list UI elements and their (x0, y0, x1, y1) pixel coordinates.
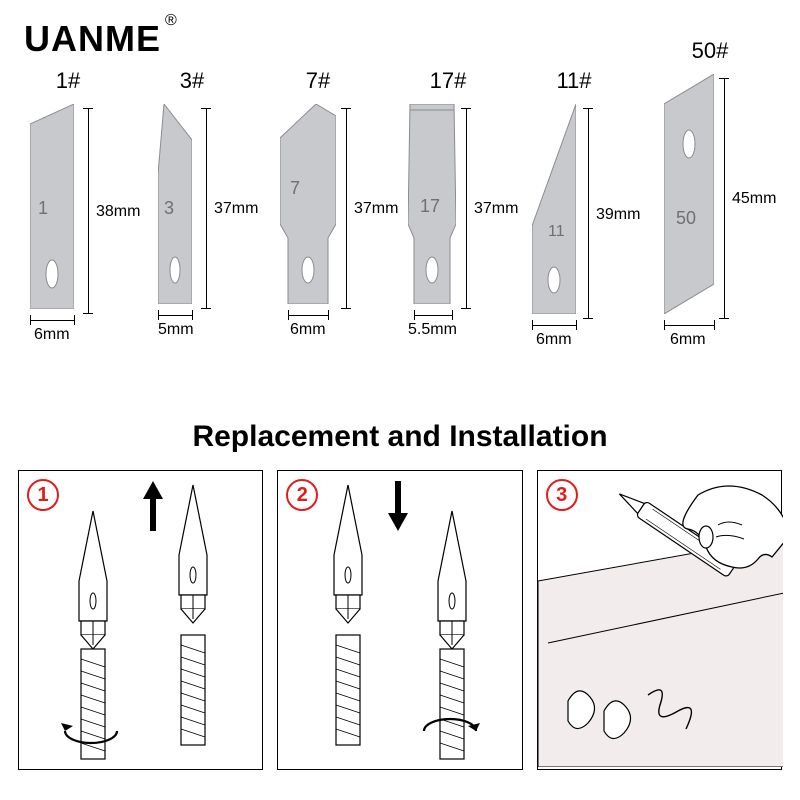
blade-shape-7: 7 (280, 104, 336, 304)
blade-shape-11: 11 (532, 104, 576, 314)
blade-shape-50: 50 (664, 74, 714, 314)
height-text: 37mm (474, 200, 518, 218)
svg-text:17: 17 (420, 196, 440, 216)
steps-row: 1 (18, 470, 782, 770)
width-text: 6mm (536, 331, 572, 349)
step2-illustration (278, 471, 523, 767)
height-text: 39mm (596, 206, 640, 224)
height-text: 37mm (354, 200, 398, 218)
blade-label: 3# (162, 68, 222, 94)
blade-label: 7# (288, 68, 348, 94)
width-text: 5.5mm (408, 321, 457, 339)
blade-label: 17# (418, 68, 478, 94)
arrow-up-icon (143, 481, 163, 531)
width-text: 6mm (34, 326, 70, 344)
height-text: 45mm (732, 190, 776, 208)
step-panel-3: 3 (537, 470, 782, 770)
blade-shape-1: 1 (30, 104, 74, 309)
arrow-down-icon (388, 481, 408, 531)
step1-illustration (19, 471, 264, 767)
svg-text:1: 1 (38, 198, 48, 218)
width-text: 6mm (290, 321, 326, 339)
blade-label: 50# (680, 38, 740, 64)
height-text: 38mm (96, 203, 140, 221)
svg-text:11: 11 (548, 223, 565, 240)
section-title: Replacement and Installation (0, 420, 800, 454)
step-panel-1: 1 (18, 470, 263, 770)
width-text: 5mm (158, 321, 194, 339)
blade-shape-3: 3 (158, 104, 192, 304)
blade-label: 11# (544, 68, 604, 94)
brand-name: UANME (24, 18, 161, 59)
step-panel-2: 2 (277, 470, 522, 770)
brand-logo: UANME® (24, 18, 174, 60)
brand-mark: ® (165, 12, 178, 29)
step3-illustration (538, 471, 783, 767)
width-text: 6mm (670, 331, 706, 349)
height-text: 37mm (214, 200, 258, 218)
blades-row: 1# 1 38mm 6mm 3# 3 37mm 5m (0, 68, 800, 388)
blade-label: 1# (38, 68, 98, 94)
svg-text:50: 50 (676, 208, 696, 228)
blade-shape-17: 17 (408, 104, 456, 304)
svg-text:3: 3 (164, 198, 174, 218)
svg-text:7: 7 (290, 178, 300, 198)
